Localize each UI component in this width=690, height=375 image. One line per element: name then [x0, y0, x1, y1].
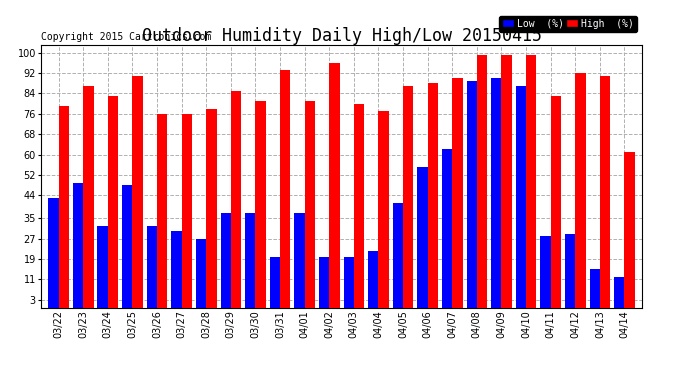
Bar [491, 78, 502, 308]
Bar [614, 277, 624, 308]
Bar [245, 213, 255, 308]
Bar [442, 150, 452, 308]
Bar [48, 198, 59, 308]
Bar [255, 101, 266, 308]
Bar [565, 234, 575, 308]
Text: Copyright 2015 Cartronics.com: Copyright 2015 Cartronics.com [41, 32, 212, 42]
Bar [354, 104, 364, 308]
Bar [280, 70, 290, 308]
Bar [319, 256, 329, 307]
Bar [393, 203, 403, 308]
Bar [305, 101, 315, 308]
Bar [403, 86, 413, 308]
Bar [466, 81, 477, 308]
Bar [502, 55, 512, 308]
Bar [551, 96, 561, 308]
Bar [270, 256, 280, 307]
Bar [108, 96, 118, 308]
Bar [575, 73, 586, 308]
Bar [295, 213, 305, 308]
Bar [452, 78, 462, 308]
Bar [515, 86, 526, 308]
Bar [624, 152, 635, 308]
Bar [417, 167, 428, 308]
Legend: Low  (%), High  (%): Low (%), High (%) [499, 16, 637, 32]
Bar [329, 63, 339, 308]
Bar [73, 183, 83, 308]
Bar [83, 86, 94, 308]
Bar [59, 106, 69, 307]
Bar [171, 231, 181, 308]
Bar [477, 55, 487, 308]
Bar [221, 213, 231, 308]
Bar [368, 251, 378, 308]
Bar [132, 76, 143, 307]
Bar [378, 111, 388, 308]
Bar [600, 76, 610, 307]
Bar [206, 109, 217, 308]
Bar [181, 114, 192, 308]
Bar [344, 256, 354, 307]
Bar [540, 236, 551, 308]
Title: Outdoor Humidity Daily High/Low 20150415: Outdoor Humidity Daily High/Low 20150415 [141, 27, 542, 45]
Bar [196, 239, 206, 308]
Bar [122, 185, 132, 308]
Bar [526, 55, 536, 308]
Bar [97, 226, 108, 308]
Bar [589, 269, 600, 308]
Bar [147, 226, 157, 308]
Bar [428, 83, 438, 308]
Bar [231, 91, 241, 308]
Bar [157, 114, 168, 308]
